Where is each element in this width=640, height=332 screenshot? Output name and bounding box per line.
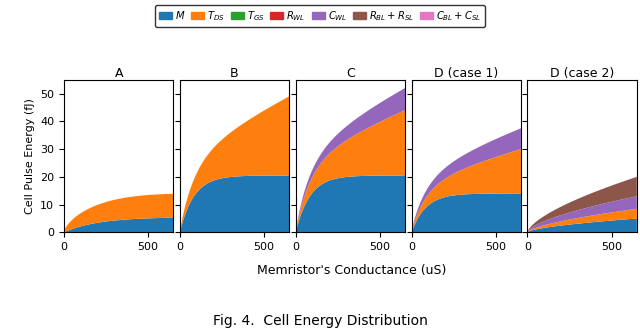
Title: B: B — [230, 67, 239, 80]
Title: A: A — [115, 67, 123, 80]
Title: D (case 1): D (case 1) — [434, 67, 499, 80]
Y-axis label: Cell Pulse Energy (fJ): Cell Pulse Energy (fJ) — [24, 98, 35, 214]
Legend: $M$, $T_{DS}$, $T_{GS}$, $R_{WL}$, $C_{WL}$, $R_{BL}+R_{SL}$, $C_{BL}+C_{SL}$: $M$, $T_{DS}$, $T_{GS}$, $R_{WL}$, $C_{W… — [155, 5, 485, 27]
Title: C: C — [346, 67, 355, 80]
Text: Memristor's Conductance (uS): Memristor's Conductance (uS) — [257, 264, 447, 277]
Text: Fig. 4.  Cell Energy Distribution: Fig. 4. Cell Energy Distribution — [212, 314, 428, 328]
Title: D (case 2): D (case 2) — [550, 67, 614, 80]
